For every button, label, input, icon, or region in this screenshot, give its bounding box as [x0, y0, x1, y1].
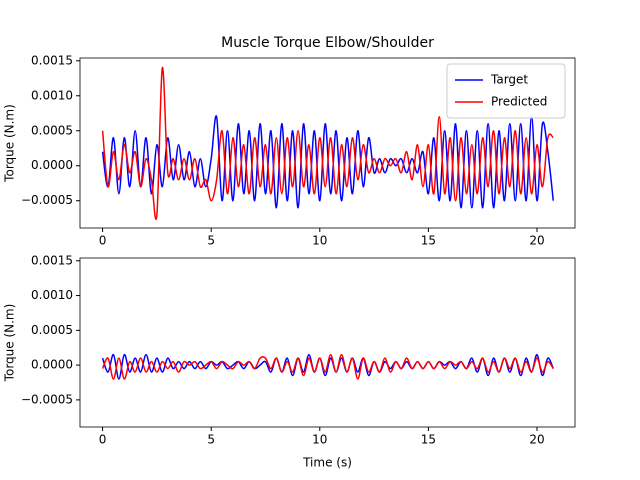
y-tick-label: 0.0015: [31, 53, 73, 67]
x-tick-label: 20: [529, 234, 544, 248]
x-tick-label: 15: [421, 234, 436, 248]
series-line: [101, 353, 554, 380]
x-tick-label: 0: [99, 234, 107, 248]
legend: Target Predicted: [446, 63, 566, 119]
axes-frame: [79, 57, 576, 229]
subplot: −0.0005 0.0000 0.0005 0.0010 0.0015 0 5 10 15 20 M…: [3, 35, 576, 248]
y-axis-label: Torque (N.m): [3, 104, 17, 183]
series-line: [101, 67, 555, 220]
series-line: [101, 115, 555, 209]
x-axis-label: Time (s): [302, 456, 352, 470]
y-tick-label: 0.0005: [31, 123, 73, 137]
legend-box: [446, 63, 566, 119]
y-tick-label: 0.0010: [31, 288, 73, 302]
y-tick-label: −0.0005: [21, 193, 73, 207]
y-tick-label: −0.0005: [21, 392, 73, 406]
y-tick-label: 0.0000: [31, 158, 73, 172]
legend-label: Predicted: [491, 95, 547, 109]
x-tick-label: 0: [99, 433, 107, 447]
y-tick-label: 0.0000: [31, 358, 73, 372]
x-tick-label: 5: [207, 433, 215, 447]
x-tick-label: 15: [421, 433, 436, 447]
y-tick-label: 0.0005: [31, 323, 73, 337]
y-tick-label: 0.0010: [31, 88, 73, 102]
subplot: −0.0005 0.0000 0.0005 0.0010 0.0015 0 5 10 15 20 T…: [3, 253, 576, 470]
legend-label: Target: [490, 73, 528, 87]
x-tick-label: 5: [207, 234, 215, 248]
axes-frame: [79, 257, 576, 428]
x-tick-label: 10: [312, 433, 327, 447]
x-tick-label: 20: [529, 433, 544, 447]
y-tick-label: 0.0015: [31, 253, 73, 267]
series-line: [101, 353, 554, 380]
y-axis-label: Torque (N.m): [3, 304, 17, 383]
x-tick-label: 10: [312, 234, 327, 248]
chart-title: Muscle Torque Elbow/Shoulder: [221, 35, 434, 51]
